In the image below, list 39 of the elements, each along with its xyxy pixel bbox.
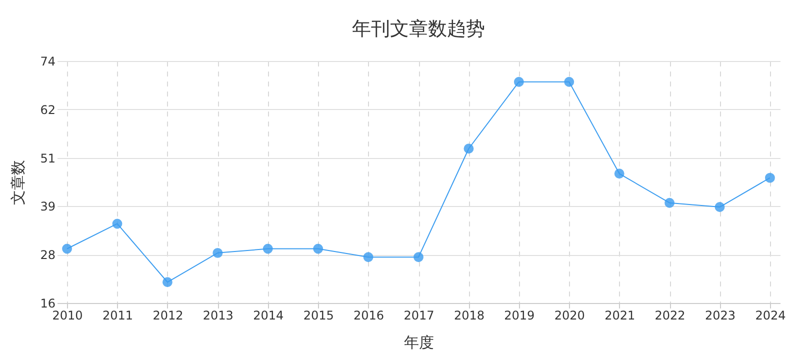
chart-title: 年刊文章数趋势 <box>352 18 485 40</box>
point <box>464 144 474 154</box>
y-tick-label: 39 <box>40 200 56 214</box>
point <box>414 252 424 262</box>
y-tick-label: 16 <box>40 296 56 310</box>
x-tick-label: 2011 <box>102 308 134 322</box>
point <box>262 244 273 254</box>
point <box>664 198 675 208</box>
y-tick-label: 28 <box>40 248 56 262</box>
x-tick-label: 2020 <box>554 308 585 322</box>
x-tick-label: 2017 <box>404 308 434 322</box>
x-tick-label: 2022 <box>654 308 686 322</box>
x-tick-label: 2012 <box>152 308 184 322</box>
point <box>714 202 725 212</box>
x-tick-label: 2010 <box>52 308 83 322</box>
point <box>112 218 122 229</box>
x-tick-label: 2013 <box>202 308 234 322</box>
point <box>313 244 324 254</box>
point <box>363 252 374 262</box>
x-axis-title: 年度 <box>404 334 434 352</box>
x-tick-label: 2018 <box>454 308 484 322</box>
y-tick-label: 62 <box>40 102 56 117</box>
y-tick-label: 74 <box>40 54 56 68</box>
point <box>614 168 624 179</box>
x-tick-label: 2021 <box>604 308 636 322</box>
point <box>62 244 72 254</box>
x-tick-label: 2019 <box>504 308 535 322</box>
x-tick-label: 2024 <box>755 308 786 322</box>
x-tick-label: 2023 <box>704 308 736 322</box>
x-tick-label: 2016 <box>354 308 384 322</box>
point <box>764 172 775 183</box>
y-tick-label: 51 <box>40 151 56 166</box>
x-tick-label: 2015 <box>303 308 334 322</box>
point <box>564 76 574 87</box>
point <box>212 248 223 258</box>
point <box>514 76 524 87</box>
y-axis-title: 文章数 <box>9 160 28 205</box>
point <box>162 277 172 288</box>
x-tick-label: 2014 <box>253 308 284 322</box>
